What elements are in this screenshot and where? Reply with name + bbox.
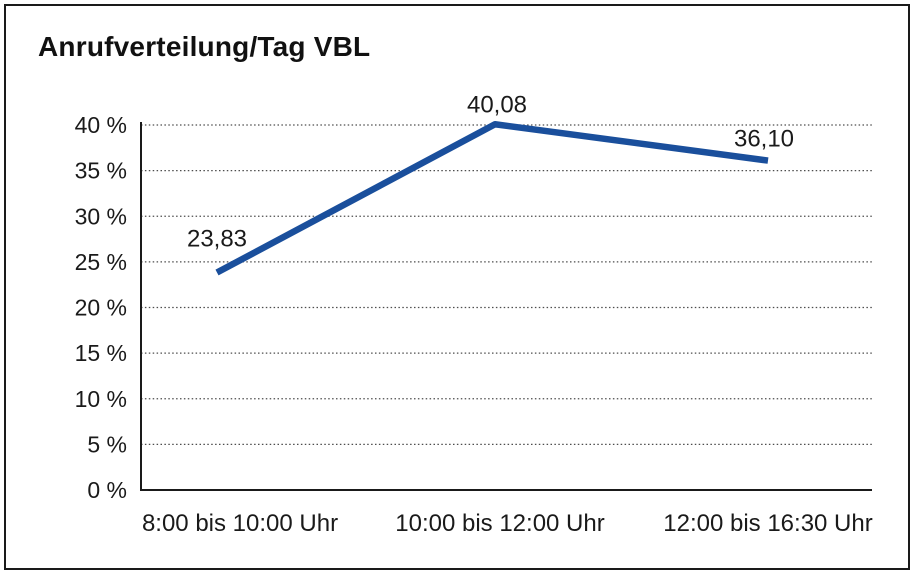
x-axis-category-label: 10:00 bis 12:00 Uhr — [395, 510, 604, 537]
chart-title: Anrufverteilung/Tag VBL — [38, 31, 371, 62]
y-axis-tick-label: 5 % — [87, 431, 127, 457]
data-point-labels: 23,83 40,08 36,10 — [187, 91, 794, 252]
data-series-line — [215, 121, 769, 276]
y-axis-tick-label: 35 % — [75, 158, 127, 184]
y-axis-tick-label: 40 % — [75, 112, 127, 138]
y-axis-tick-labels: 0 % 5 % 10 % 15 % 20 % 25 % 30 % 35 % 40 % — [75, 112, 127, 503]
x-axis-category-label: 12:00 bis 16:30 Uhr — [663, 510, 872, 537]
gridlines — [141, 124, 872, 445]
y-axis-tick-label: 25 % — [75, 249, 127, 275]
data-point-label: 23,83 — [187, 226, 247, 253]
x-axis-category-labels: 8:00 bis 10:00 Uhr 10:00 bis 12:00 Uhr 12:… — [142, 510, 873, 537]
data-point-label: 40,08 — [467, 91, 527, 118]
y-axis-tick-label: 15 % — [75, 340, 127, 366]
data-point-label: 36,10 — [734, 126, 794, 153]
y-axis-tick-label: 20 % — [75, 295, 127, 321]
y-axis-tick-label: 30 % — [75, 203, 127, 229]
y-axis-tick-label: 10 % — [75, 386, 127, 412]
x-axis-category-label: 8:00 bis 10:00 Uhr — [142, 510, 338, 537]
y-axis-tick-label: 0 % — [87, 477, 127, 503]
